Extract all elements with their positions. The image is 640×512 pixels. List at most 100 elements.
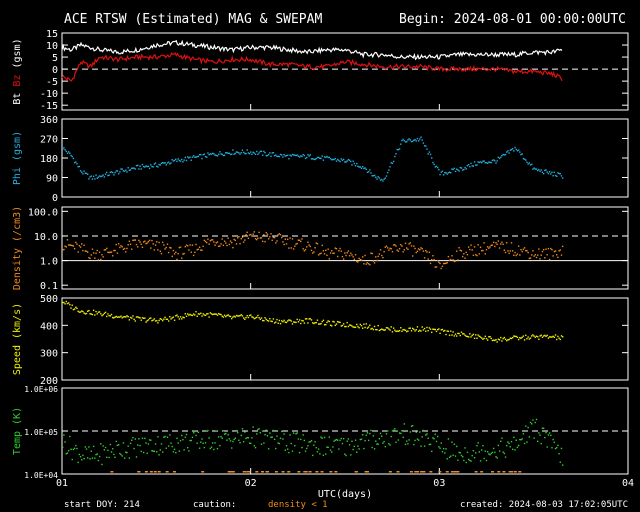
density-point xyxy=(545,248,547,250)
temp-point xyxy=(204,442,207,444)
phi-point xyxy=(234,152,237,155)
temp-point xyxy=(297,438,300,440)
phi-point xyxy=(253,152,256,154)
temp-point xyxy=(527,426,529,429)
temp-point xyxy=(215,430,217,432)
speed-point xyxy=(278,319,281,322)
temp-ytick-label: 1.0E+06 xyxy=(24,385,58,394)
speed-point xyxy=(292,321,295,323)
density-point xyxy=(271,239,273,241)
density-point xyxy=(289,237,291,239)
speed-point xyxy=(301,319,303,322)
temp-point xyxy=(253,445,256,447)
phi-point xyxy=(464,166,466,169)
phi-point xyxy=(434,166,436,168)
speed-point xyxy=(402,328,404,331)
density-point xyxy=(335,248,338,250)
temp-point xyxy=(398,432,401,434)
speed-point xyxy=(285,321,288,324)
phi-point xyxy=(186,156,189,158)
phi-point xyxy=(233,153,235,155)
phi-point xyxy=(152,166,154,168)
temp-point xyxy=(498,450,501,452)
speed-point xyxy=(165,318,167,321)
mag-ytick-label: 5 xyxy=(52,53,58,64)
speed-point xyxy=(365,323,367,325)
temp-point xyxy=(559,461,561,463)
speed-point xyxy=(552,335,554,338)
phi-point xyxy=(344,161,346,163)
speed-point xyxy=(188,314,190,316)
phi-point xyxy=(495,162,497,164)
speed-point xyxy=(510,337,513,340)
temp-point xyxy=(332,446,334,448)
temp-point xyxy=(83,457,85,460)
density-point xyxy=(70,244,72,247)
density-point xyxy=(229,240,232,242)
speed-point xyxy=(526,338,528,340)
density-point xyxy=(122,248,125,251)
speed-point xyxy=(440,329,442,331)
speed-point xyxy=(520,337,522,339)
speed-point xyxy=(145,321,147,323)
mag-ylabel-part: Bz xyxy=(12,75,23,93)
temp-point xyxy=(547,434,550,436)
temp-point xyxy=(142,451,145,454)
phi-frame xyxy=(61,118,629,198)
density-point xyxy=(213,241,215,243)
phi-point xyxy=(100,175,102,178)
temp-point xyxy=(229,440,232,442)
phi-point xyxy=(382,180,384,182)
speed-point xyxy=(534,336,536,338)
speed-point xyxy=(303,322,306,324)
density-point xyxy=(422,250,425,252)
phi-point xyxy=(311,158,314,160)
density-point xyxy=(62,249,64,251)
density-point xyxy=(390,248,392,250)
density-point xyxy=(408,243,410,245)
temp-point xyxy=(483,457,485,460)
phi-point xyxy=(198,153,201,156)
temp-point xyxy=(182,438,184,441)
speed-point xyxy=(488,336,490,338)
temp-point xyxy=(478,451,481,453)
phi-point xyxy=(269,152,271,154)
speed-point xyxy=(215,313,217,315)
density-point xyxy=(513,254,515,256)
phi-point xyxy=(361,165,364,168)
temp-point xyxy=(128,457,131,459)
density-point xyxy=(356,260,358,263)
phi-point xyxy=(410,140,413,143)
phi-point xyxy=(532,168,534,170)
temp-point xyxy=(169,434,171,436)
density-point xyxy=(439,262,441,265)
speed-point xyxy=(108,314,110,317)
temp-point xyxy=(357,445,359,447)
speed-point xyxy=(126,315,128,317)
temp-point xyxy=(413,443,415,446)
phi-point xyxy=(206,156,208,158)
density-point xyxy=(78,244,81,247)
phi-point xyxy=(89,176,91,178)
density-point xyxy=(240,237,242,240)
temp-point xyxy=(429,443,432,446)
temp-point xyxy=(203,446,206,449)
phi-point xyxy=(479,161,482,163)
phi-point xyxy=(419,138,421,140)
xaxis-tick-label: 02 xyxy=(245,478,257,489)
speed-point xyxy=(513,335,515,337)
phi-point xyxy=(428,151,431,153)
phi-point xyxy=(441,170,444,172)
density-caution-marker xyxy=(429,471,433,473)
phi-point xyxy=(254,153,257,156)
speed-point xyxy=(507,339,509,341)
density-point xyxy=(294,245,296,247)
temp-point xyxy=(517,444,520,447)
phi-point xyxy=(101,175,103,177)
phi-point xyxy=(333,158,335,161)
density-point xyxy=(109,251,112,253)
temp-point xyxy=(458,451,460,454)
speed-point xyxy=(442,330,445,332)
phi-point xyxy=(373,174,376,177)
speed-point xyxy=(146,320,148,322)
